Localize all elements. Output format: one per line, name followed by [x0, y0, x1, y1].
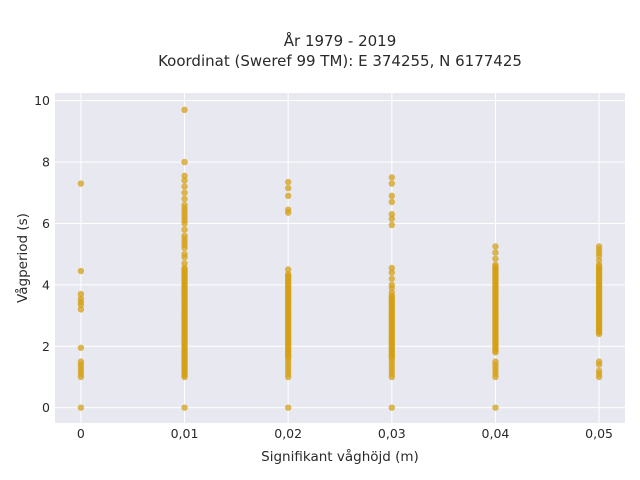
data-point [284, 373, 292, 381]
data-point [388, 404, 396, 411]
data-point [388, 289, 396, 296]
data-point [181, 189, 188, 196]
data-point [77, 404, 85, 411]
data-point [181, 172, 188, 180]
data-point [388, 215, 396, 223]
data-point [77, 295, 85, 302]
y-tick-label: 2 [42, 339, 50, 354]
y-axis-ticks: 0 2 4 6 8 10 [34, 93, 50, 415]
data-point [181, 158, 188, 166]
data-point [284, 270, 292, 278]
chart-title-line-2: Koordinat (Sweref 99 TM): E 374255, N 61… [158, 52, 522, 70]
data-point [77, 290, 85, 298]
data-points [77, 106, 603, 411]
data-point [284, 209, 292, 216]
data-point [284, 184, 292, 192]
data-point [181, 244, 188, 252]
data-point [492, 243, 499, 250]
x-tick-label: 0,05 [585, 426, 613, 441]
data-point [181, 404, 188, 411]
data-point [595, 261, 603, 269]
data-point [77, 267, 85, 275]
data-point [388, 284, 396, 292]
y-tick-label: 8 [42, 155, 50, 170]
y-tick-label: 4 [42, 277, 50, 292]
data-point [388, 192, 396, 200]
x-tick-label: 0,04 [482, 426, 510, 441]
data-point [388, 221, 396, 229]
data-point [492, 249, 499, 256]
y-tick-label: 10 [34, 93, 50, 108]
data-point [492, 404, 499, 411]
x-tick-label: 0,03 [378, 426, 406, 441]
data-point [388, 174, 396, 181]
data-point [388, 275, 396, 282]
data-point [284, 266, 292, 273]
x-tick-label: 0,01 [171, 426, 199, 441]
data-point [595, 252, 603, 259]
data-point [595, 257, 603, 264]
data-point [388, 211, 396, 218]
data-point [181, 177, 188, 184]
y-axis-label: Vågperiod (s) [14, 213, 31, 303]
data-point [181, 260, 188, 267]
data-point [388, 264, 396, 272]
data-point [284, 192, 292, 200]
data-point [181, 195, 188, 203]
y-tick-label: 0 [42, 400, 50, 415]
data-point [492, 261, 499, 269]
data-point [284, 404, 292, 411]
data-point [595, 373, 603, 381]
x-axis-ticks: 0 0,01 0,02 0,03 0,04 0,05 [77, 426, 613, 441]
x-axis-label: Signifikant våghöjd (m) [261, 448, 419, 465]
data-point [181, 220, 188, 227]
x-tick-label: 0 [77, 426, 85, 441]
data-point [595, 361, 603, 368]
data-point [77, 180, 85, 187]
y-tick-label: 6 [42, 216, 50, 231]
data-point [181, 254, 188, 261]
data-point [181, 226, 188, 233]
chart-title-line-1: År 1979 - 2019 [284, 31, 397, 50]
data-point [388, 198, 396, 206]
data-point [181, 183, 188, 190]
data-point [77, 306, 85, 313]
data-point [181, 106, 188, 114]
data-point [284, 178, 292, 186]
data-point [388, 180, 396, 187]
data-point [77, 344, 85, 351]
plot-area [55, 93, 625, 423]
data-point [492, 373, 499, 381]
data-point [388, 373, 396, 381]
data-point [492, 255, 499, 262]
data-point [181, 264, 188, 272]
data-point [77, 358, 85, 365]
x-tick-label: 0,02 [274, 426, 302, 441]
data-point [388, 269, 396, 276]
